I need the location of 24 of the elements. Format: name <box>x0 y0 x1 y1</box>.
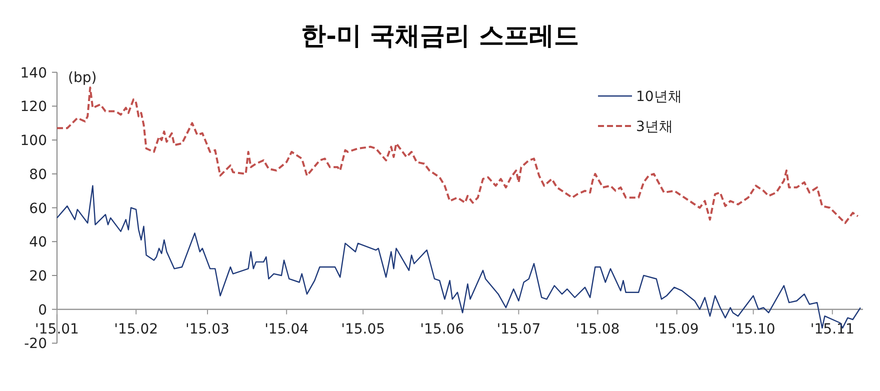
y-axis-title: (bp) <box>68 70 97 86</box>
y-tick-label: 40 <box>29 234 47 251</box>
y-tick-label: 0 <box>38 302 47 318</box>
y-tick-label: 20 <box>29 268 47 284</box>
x-tick-label: '15.01 <box>35 321 79 338</box>
y-tick-label: 100 <box>20 133 47 150</box>
x-tick-label: '15.09 <box>654 321 699 338</box>
y-tick-label: 120 <box>20 99 47 116</box>
y-tick-label: 60 <box>29 200 47 217</box>
y-tick-label: 140 <box>20 65 47 82</box>
y-tick-label: 80 <box>29 166 47 183</box>
x-tick-label: '15.02 <box>114 321 158 338</box>
y-tick-label: -20 <box>24 336 47 352</box>
x-tick-label: '15.05 <box>341 321 386 338</box>
x-tick-label: '15.10 <box>731 321 776 338</box>
legend-label: 3년채 <box>636 119 673 135</box>
x-tick-label: '15.07 <box>496 321 541 338</box>
x-tick-label: '15.03 <box>186 321 230 338</box>
x-tick-label: '15.11 <box>810 321 854 338</box>
x-tick-label: '15.06 <box>420 321 464 338</box>
chart-title: 한-미 국채금리 스프레드 <box>301 21 579 50</box>
legend-label: 10년채 <box>636 89 682 105</box>
x-tick-label: '15.08 <box>576 321 620 338</box>
x-tick-label: '15.04 <box>264 321 309 338</box>
